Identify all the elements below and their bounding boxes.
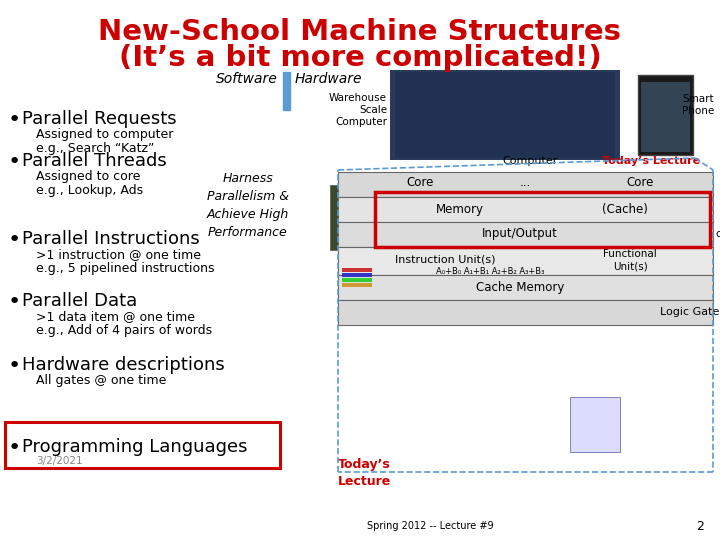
- Text: Spring 2012 -- Lecture #9: Spring 2012 -- Lecture #9: [366, 521, 493, 531]
- Text: 3/2/2021: 3/2/2021: [36, 456, 83, 466]
- Text: ...: ...: [519, 177, 531, 190]
- Text: Parallel Threads: Parallel Threads: [22, 152, 167, 170]
- Text: >1 data item @ one time: >1 data item @ one time: [36, 310, 195, 323]
- Text: Parallel Data: Parallel Data: [22, 292, 138, 310]
- Text: Today’s Lecture: Today’s Lecture: [602, 156, 700, 166]
- Bar: [342, 283, 372, 287]
- Text: Core: Core: [406, 177, 433, 190]
- Text: Assigned to computer: Assigned to computer: [36, 128, 174, 141]
- Text: Memory: Memory: [436, 202, 484, 215]
- Bar: [5, 422, 280, 468]
- Text: Parallel Instructions: Parallel Instructions: [22, 230, 199, 248]
- Text: >1 instruction @ one time: >1 instruction @ one time: [36, 248, 201, 261]
- Text: Instruction Unit(s): Instruction Unit(s): [395, 255, 495, 265]
- Bar: [375, 192, 710, 247]
- Text: e.g., Add of 4 pairs of words: e.g., Add of 4 pairs of words: [36, 324, 212, 337]
- Bar: [342, 273, 372, 277]
- Polygon shape: [338, 300, 713, 325]
- Polygon shape: [338, 222, 713, 247]
- Text: New-School Machine Structures: New-School Machine Structures: [99, 18, 621, 46]
- Text: ore: ore: [715, 229, 720, 239]
- Polygon shape: [338, 197, 713, 222]
- Bar: [390, 70, 620, 160]
- Text: Logic Gates: Logic Gates: [660, 307, 720, 317]
- Text: All gates @ one time: All gates @ one time: [36, 374, 166, 387]
- Text: Software: Software: [216, 72, 278, 86]
- Bar: [395, 72, 615, 158]
- Bar: [342, 268, 372, 272]
- Text: (Cache): (Cache): [602, 202, 648, 215]
- Text: Today’s
Lecture: Today’s Lecture: [338, 458, 391, 488]
- Text: Functional
Unit(s): Functional Unit(s): [603, 249, 657, 271]
- Text: •: •: [8, 152, 22, 172]
- Text: •: •: [8, 110, 22, 130]
- Text: (It’s a bit more complicated!): (It’s a bit more complicated!): [119, 44, 601, 72]
- Text: Core: Core: [626, 177, 654, 190]
- Bar: [641, 82, 690, 152]
- Text: •: •: [8, 292, 22, 312]
- Text: Input/Output: Input/Output: [482, 227, 558, 240]
- Polygon shape: [338, 275, 713, 300]
- Text: Warehouse
Scale
Computer: Warehouse Scale Computer: [329, 92, 387, 127]
- Bar: [283, 72, 290, 110]
- Bar: [638, 75, 693, 155]
- Text: Hardware descriptions: Hardware descriptions: [22, 356, 225, 374]
- Text: e.g., Lookup, Ads: e.g., Lookup, Ads: [36, 184, 143, 197]
- Text: Computer: Computer: [503, 156, 558, 166]
- Bar: [570, 397, 620, 452]
- Text: A₀+B₀ A₁+B₁ A₂+B₂ A₃+B₃: A₀+B₀ A₁+B₁ A₂+B₂ A₃+B₃: [436, 267, 544, 276]
- Text: Harness
Parallelism &
Achieve High
Performance: Harness Parallelism & Achieve High Perfo…: [207, 172, 289, 239]
- Text: Hardware: Hardware: [295, 72, 362, 86]
- Text: Cache Memory: Cache Memory: [476, 280, 564, 294]
- Text: e.g., 5 pipelined instructions: e.g., 5 pipelined instructions: [36, 262, 215, 275]
- Text: 2: 2: [696, 519, 704, 532]
- Text: Smart
Phone: Smart Phone: [682, 94, 714, 116]
- Polygon shape: [338, 172, 713, 197]
- Text: •: •: [8, 356, 22, 376]
- Polygon shape: [338, 247, 713, 275]
- Text: Programming Languages: Programming Languages: [22, 438, 248, 456]
- Text: •: •: [8, 438, 22, 458]
- Bar: [330, 185, 430, 250]
- Text: •: •: [8, 230, 22, 250]
- Bar: [342, 278, 372, 282]
- Text: e.g., Search “Katz”: e.g., Search “Katz”: [36, 142, 154, 155]
- Text: Parallel Requests: Parallel Requests: [22, 110, 176, 128]
- Text: Assigned to core: Assigned to core: [36, 170, 140, 183]
